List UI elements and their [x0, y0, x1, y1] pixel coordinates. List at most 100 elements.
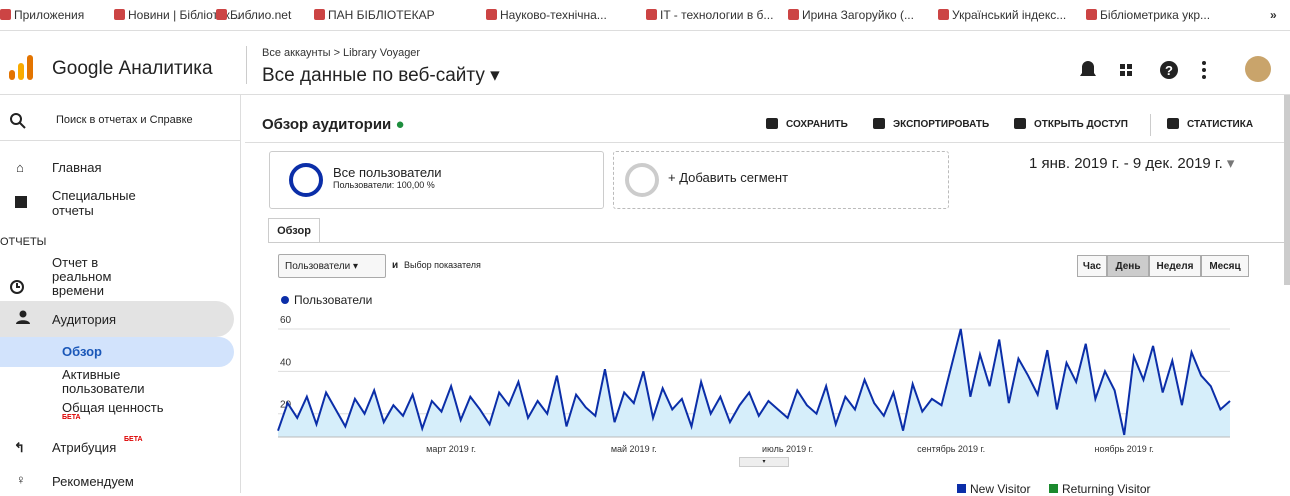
- chart-toggle[interactable]: ▾: [739, 457, 789, 467]
- y-tick-label: 60: [280, 315, 292, 326]
- bookmark[interactable]: Бібліометрика укр...: [1100, 8, 1210, 22]
- attribution-icon: ↰: [14, 440, 25, 456]
- nav-home[interactable]: Главная: [52, 160, 101, 175]
- y-tick-label: 40: [280, 357, 292, 368]
- product-name: Google Аналитика: [52, 58, 213, 80]
- view-selector[interactable]: Все данные по веб-сайту ▾: [262, 64, 500, 87]
- bookmark-icon: [0, 9, 11, 20]
- nav-lifetime[interactable]: Общая ценность: [62, 400, 163, 415]
- segment-name: Все пользователи: [333, 165, 442, 180]
- breadcrumb[interactable]: Все аккаунты > Library Voyager: [262, 47, 420, 59]
- granularity-button[interactable]: Час: [1077, 255, 1107, 277]
- date-range[interactable]: 1 янв. 2019 г. - 9 дек. 2019 г. ▾: [1029, 154, 1234, 172]
- home-icon: ⌂: [16, 160, 24, 175]
- x-tick-label: май 2019 г.: [611, 444, 657, 454]
- nav-recommend[interactable]: Рекомендуем: [52, 474, 134, 489]
- search-icon: [10, 113, 26, 129]
- legend-label: Пользователи: [294, 293, 372, 307]
- more[interactable]: »: [1270, 8, 1277, 22]
- action-icon: [873, 118, 885, 129]
- bookmark[interactable]: Науково-технічна...: [500, 8, 607, 22]
- x-tick-label: сентябрь 2019 г.: [917, 444, 985, 454]
- bookmark-icon: [486, 9, 497, 20]
- segment-ring: [288, 162, 324, 198]
- action-icon: [766, 118, 778, 129]
- nav-active-users[interactable]: Активные пользователи: [62, 368, 172, 396]
- bookmark[interactable]: Український індекс...: [952, 8, 1066, 22]
- bookmark[interactable]: IT - технологии в б...: [660, 8, 773, 22]
- bookmark[interactable]: Библио.net: [230, 8, 291, 22]
- scrollbar: [1284, 95, 1290, 285]
- bookmark[interactable]: Ирина Загоруйко (...: [802, 8, 914, 22]
- tab[interactable]: Обзор: [268, 218, 320, 243]
- title-text: Обзор аудитории: [262, 116, 391, 133]
- clock-icon: [9, 279, 25, 295]
- search-box[interactable]: Поиск в отчетах и Справке: [56, 114, 216, 126]
- action-icon: [1014, 118, 1026, 129]
- action-button[interactable]: СТАТИСТИКА: [1187, 119, 1253, 130]
- avatar[interactable]: [1245, 56, 1271, 82]
- segment-sub: Пользователи: 100,00 %: [333, 180, 435, 190]
- legend-dot: [281, 296, 289, 304]
- logo: [8, 55, 36, 83]
- legend-swatch: [957, 484, 966, 493]
- bookmark-icon: [1086, 9, 1097, 20]
- divider: [1150, 114, 1151, 136]
- help-glyph: ?: [1165, 63, 1173, 78]
- menu-icon[interactable]: [1202, 61, 1206, 79]
- date-text: 1 янв. 2019 г. - 9 дек. 2019 г.: [1029, 155, 1223, 172]
- beta-badge: БЕТА: [124, 436, 143, 443]
- report-title: Обзор аудитории ●: [262, 116, 405, 133]
- add-ring: [624, 162, 660, 198]
- divider: [246, 46, 247, 84]
- section-label: ОТЧЕТЫ: [0, 236, 46, 248]
- bookmark-icon: [938, 9, 949, 20]
- tab-line: [268, 242, 1285, 243]
- action-button[interactable]: ОТКРЫТЬ ДОСТУП: [1034, 119, 1128, 130]
- metric-name: Пользователи: [285, 261, 350, 272]
- nav-custom[interactable]: Специальные отчеты: [52, 188, 162, 218]
- nav-overview[interactable]: Обзор: [62, 344, 102, 359]
- bookmark[interactable]: Приложения: [14, 8, 84, 22]
- granularity-button[interactable]: Месяц: [1201, 255, 1249, 277]
- nav-realtime[interactable]: Отчет в реальном времени: [52, 256, 132, 298]
- header-icons: ?: [1076, 56, 1276, 84]
- and-label: и: [392, 260, 398, 271]
- add-segment[interactable]: + Добавить сегмент: [668, 170, 788, 185]
- action-button[interactable]: СОХРАНИТЬ: [786, 119, 848, 130]
- bookmark-icon: [646, 9, 657, 20]
- action-button[interactable]: ЭКСПОРТИРОВАТЬ: [893, 119, 989, 130]
- nav-attribution[interactable]: Атрибуция: [52, 440, 116, 455]
- nav-active-bg: [0, 301, 234, 337]
- divider: [245, 142, 1285, 143]
- legend-label: Returning Visitor: [1062, 482, 1151, 496]
- action-icon: [1167, 118, 1179, 129]
- verified-icon: ●: [395, 116, 404, 133]
- bookmark-icon: [216, 9, 227, 20]
- bookmark-icon: [114, 9, 125, 20]
- person-icon: [16, 310, 32, 326]
- view-name: Все данные по веб-сайту: [262, 65, 485, 86]
- bookmark[interactable]: ПАН БІБЛІОТЕКАР: [328, 8, 435, 22]
- choose-metric[interactable]: Выбор показателя: [404, 260, 481, 270]
- nav-sub-active-bg: [0, 337, 234, 367]
- legend-swatch: [1049, 484, 1058, 493]
- bell-icon[interactable]: [1080, 61, 1096, 78]
- nav-audience[interactable]: Аудитория: [52, 312, 116, 327]
- apps-icon[interactable]: [1120, 64, 1132, 76]
- bookmark-icon: [314, 9, 325, 20]
- bookmark-icon: [788, 9, 799, 20]
- beta-badge: БЕТА: [62, 414, 81, 421]
- granularity-button[interactable]: День: [1107, 255, 1149, 277]
- custom-icon: [15, 196, 27, 208]
- x-tick-label: март 2019 г.: [426, 444, 476, 454]
- metric-dropdown[interactable]: Пользователи ▾: [278, 254, 386, 278]
- legend-label: New Visitor: [970, 482, 1030, 496]
- divider: [0, 140, 240, 141]
- page: {"bookmarks":["Приложения","Новини | Біб…: [0, 0, 1290, 493]
- recommend-icon: ♀: [16, 472, 26, 487]
- x-tick-label: ноябрь 2019 г.: [1095, 444, 1154, 454]
- granularity-button[interactable]: Неделя: [1149, 255, 1201, 277]
- x-tick-label: июль 2019 г.: [762, 444, 813, 454]
